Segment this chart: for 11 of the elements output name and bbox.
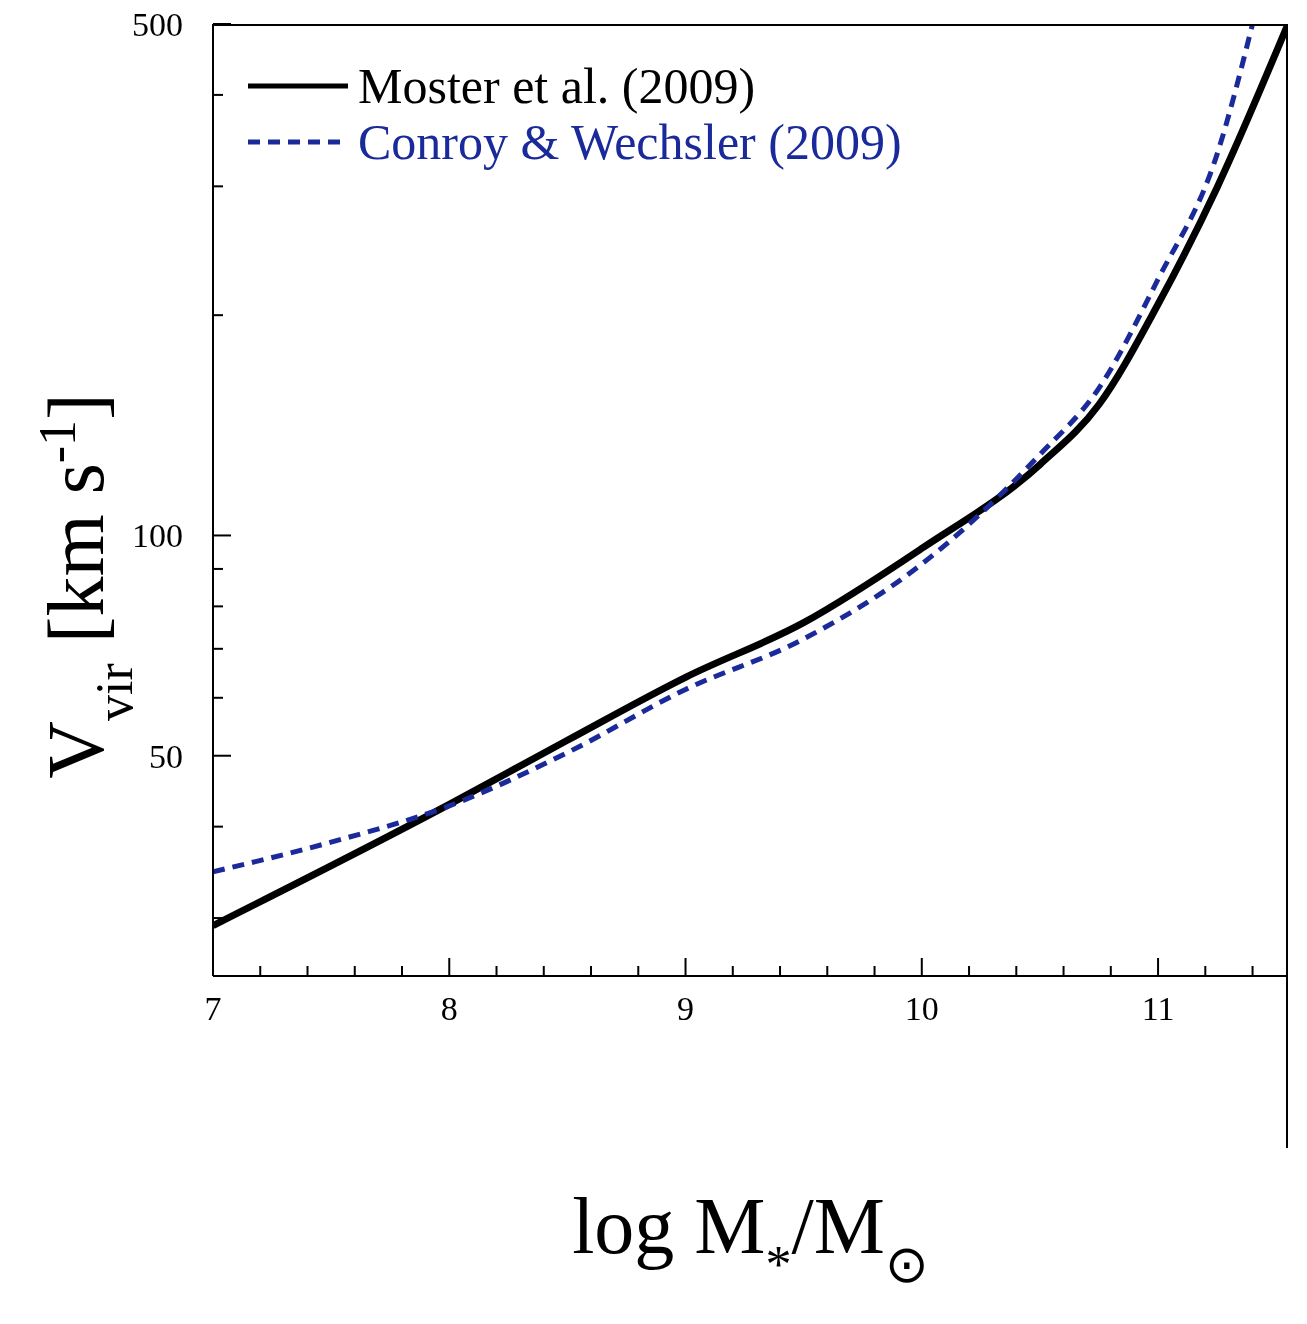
x-axis-title: log M$_{*}$/M$_{⊙}$ xyxy=(572,1182,929,1293)
x-tick-label: 11 xyxy=(1141,990,1175,1027)
legend-label: Conroy & Wechsler (2009) xyxy=(358,114,902,171)
x-tick-label: 10 xyxy=(904,990,939,1027)
x-tick-label: 8 xyxy=(440,990,458,1027)
y-tick-label: 500 xyxy=(132,6,183,43)
legend-label: Moster et al. (2009) xyxy=(358,57,756,115)
y-tick-label: 50 xyxy=(149,737,183,775)
x-tick-label: 9 xyxy=(677,990,695,1027)
y-tick-label: 100 xyxy=(132,517,183,555)
x-tick-label: 7 xyxy=(204,990,222,1027)
